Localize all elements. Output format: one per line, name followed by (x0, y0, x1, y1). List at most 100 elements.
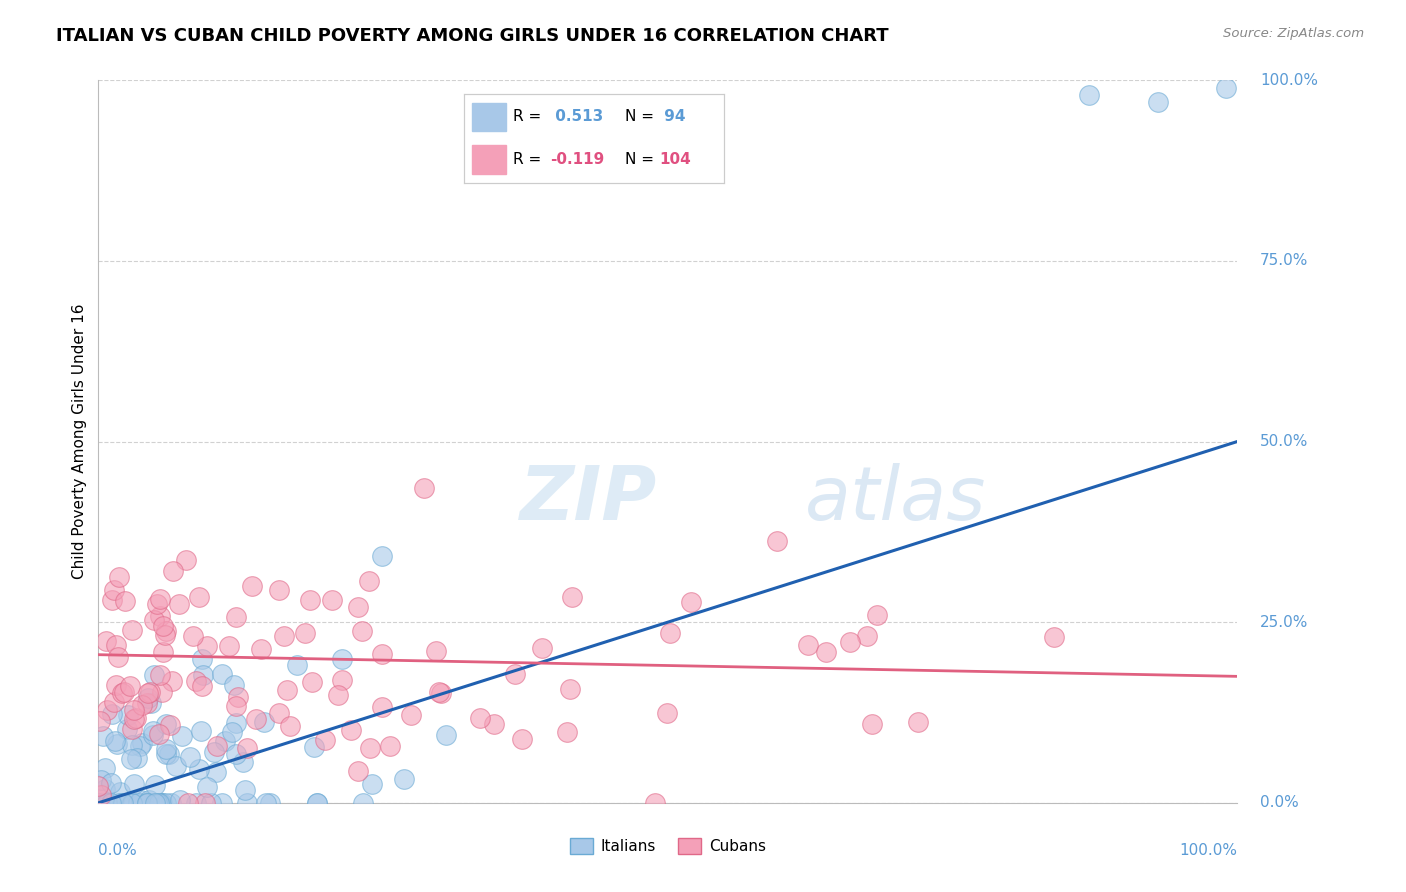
Point (347, 764, 370, 778)
Point (839, 635, 862, 649)
Point (188, 590, 211, 604)
Point (298, 592, 321, 607)
Point (326, 688, 349, 702)
Point (179, 749, 201, 764)
Point (321, 593, 343, 607)
Point (505, 666, 527, 681)
Text: N =: N = (626, 110, 659, 124)
Point (149, 668, 172, 682)
Point (131, 736, 153, 750)
Point (276, 682, 298, 697)
Text: 100.0%: 100.0% (1180, 843, 1237, 857)
Point (136, 796, 159, 810)
Text: R =: R = (513, 153, 547, 167)
Point (138, 793, 160, 807)
Point (94, 796, 117, 810)
Point (111, 796, 134, 810)
Point (150, 684, 173, 698)
Point (145, 796, 167, 810)
Point (314, 733, 336, 747)
Point (360, 777, 382, 791)
Point (87, 796, 110, 810)
Text: N =: N = (626, 153, 659, 167)
Point (143, 667, 166, 681)
Point (211, 667, 233, 681)
Point (204, 765, 226, 780)
Point (153, 628, 176, 642)
Point (149, 591, 172, 606)
Text: 94: 94 (659, 110, 686, 124)
Point (142, 723, 165, 738)
Point (226, 690, 249, 704)
Point (117, 708, 139, 723)
Point (143, 613, 166, 627)
Point (188, 762, 211, 776)
Point (273, 629, 295, 643)
Text: 25.0%: 25.0% (1260, 615, 1309, 630)
Point (225, 715, 247, 730)
Point (278, 719, 301, 733)
Point (191, 652, 214, 666)
Point (165, 758, 187, 772)
Point (232, 755, 254, 769)
Point (96, 796, 118, 810)
Point (155, 796, 177, 810)
Point (112, 685, 135, 699)
Point (214, 733, 236, 747)
Point (371, 699, 394, 714)
Point (136, 796, 159, 810)
Point (121, 722, 143, 736)
Text: 104: 104 (659, 153, 690, 167)
Point (121, 796, 143, 810)
Point (104, 638, 127, 652)
Point (557, 725, 579, 739)
Point (103, 582, 125, 597)
Point (371, 647, 394, 661)
Point (94, 634, 117, 648)
Point (100, 796, 122, 810)
Point (149, 609, 172, 624)
Point (115, 723, 138, 737)
Point (122, 712, 145, 726)
Point (136, 796, 159, 810)
Point (157, 747, 180, 761)
Point (90, 773, 112, 788)
Point (148, 796, 170, 810)
Text: R =: R = (513, 110, 547, 124)
Point (121, 796, 143, 810)
Point (681, 594, 703, 608)
Point (122, 777, 145, 791)
Point (184, 796, 207, 810)
Point (129, 796, 152, 810)
Point (148, 726, 170, 740)
Point (558, 681, 581, 696)
Point (330, 651, 353, 665)
Point (170, 729, 193, 743)
Point (118, 679, 141, 693)
Point (162, 564, 184, 578)
Point (152, 619, 174, 633)
Text: 100.0%: 100.0% (1260, 73, 1317, 87)
Point (253, 715, 276, 730)
Text: 0.0%: 0.0% (1260, 796, 1299, 810)
Point (149, 796, 172, 810)
Point (146, 796, 169, 810)
Point (160, 796, 183, 810)
Text: 50.0%: 50.0% (1260, 434, 1309, 449)
Point (93, 729, 115, 743)
Point (399, 707, 422, 722)
Point (143, 796, 166, 810)
Point (129, 739, 152, 753)
Y-axis label: Child Poverty Among Girls Under 16: Child Poverty Among Girls Under 16 (72, 304, 87, 579)
Point (202, 745, 225, 759)
Point (155, 747, 177, 761)
Point (136, 685, 159, 699)
Point (121, 623, 143, 637)
Text: 0.513: 0.513 (550, 110, 603, 124)
Point (89, 714, 111, 728)
Point (378, 739, 401, 753)
Bar (472, 103, 506, 131)
Point (111, 796, 134, 810)
Point (427, 685, 450, 699)
Point (129, 793, 152, 807)
